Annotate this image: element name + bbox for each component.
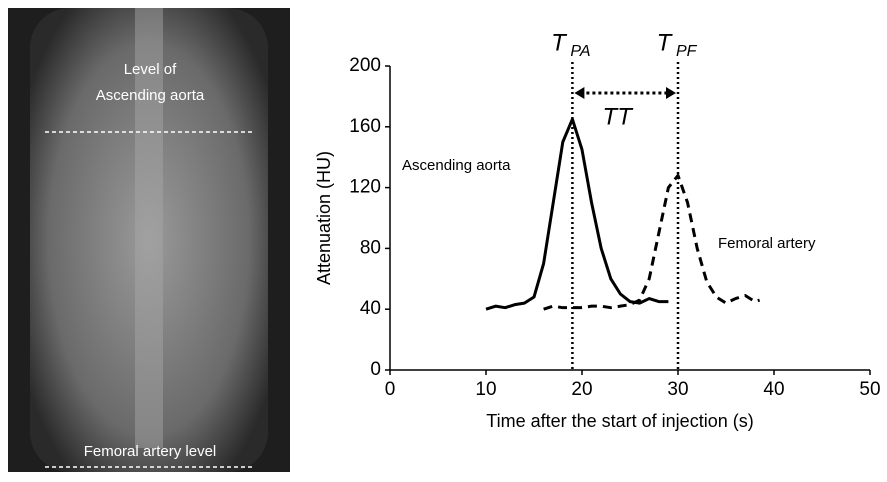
- x-tick-label: 20: [571, 379, 592, 400]
- marker-label: T: [657, 29, 674, 56]
- series-label: Femoral artery: [718, 235, 816, 252]
- y-tick-label: 160: [349, 116, 381, 137]
- xray-label: Femoral artery level: [84, 443, 217, 460]
- x-tick-label: 30: [667, 379, 688, 400]
- xray-label: Ascending aorta: [96, 87, 205, 104]
- marker-subscript: PF: [676, 43, 698, 60]
- y-tick-label: 80: [360, 237, 381, 258]
- figure: Level of Ascending aorta Femoral artery le…: [0, 0, 887, 477]
- y-tick-label: 0: [370, 359, 381, 380]
- series-label: Ascending aorta: [402, 157, 511, 174]
- marker-label: T: [551, 29, 568, 56]
- data-line: [486, 119, 668, 309]
- xray-label: Level of: [124, 61, 177, 78]
- y-tick-label: 40: [360, 298, 381, 319]
- y-tick-label: 120: [349, 177, 381, 198]
- y-tick-label: 200: [349, 55, 381, 76]
- interval-label: TT: [603, 103, 635, 130]
- y-axis-label: Attenuation (HU): [314, 151, 334, 285]
- marker-subscript: PA: [570, 43, 590, 60]
- x-axis-label: Time after the start of injection (s): [486, 411, 753, 431]
- x-tick-label: 0: [385, 379, 396, 400]
- x-tick-label: 40: [763, 379, 784, 400]
- x-tick-label: 50: [859, 379, 880, 400]
- x-tick-label: 10: [475, 379, 496, 400]
